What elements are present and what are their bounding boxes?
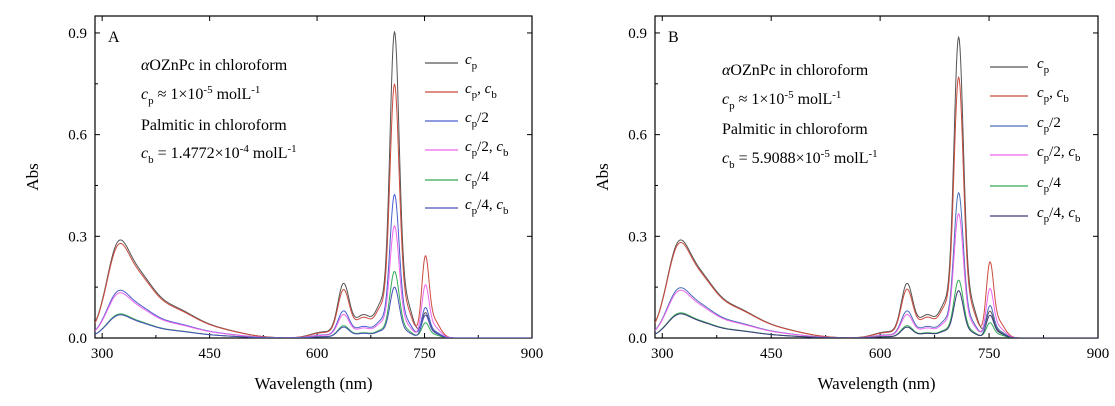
series-line-6: [95, 286, 532, 338]
legend-label: cp/4, cb: [1037, 205, 1081, 225]
legend-label: cp/2: [465, 110, 489, 130]
x-axis-title: Wavelength (nm): [254, 374, 372, 393]
legend: cp cp, cb cp/2 cp/2, cb cp/4 cp/4, cb: [990, 56, 1081, 225]
panel-a: 300 450 600 750 900 0.0 0.3 0.6 0.9 Wavelength (n…: [23, 15, 544, 393]
legend-label: cp/4: [465, 169, 489, 189]
legend-label: cp/2: [1037, 115, 1061, 135]
annotation-line: cb = 1.4772×10-4 molL-1: [141, 143, 297, 166]
legend-label: cp: [1037, 56, 1050, 76]
x-tick-label: 900: [521, 346, 544, 362]
series-line-6: [655, 290, 1098, 338]
annotation-line: cp ≈ 1×10-5 molL-1: [141, 84, 260, 107]
y-tick-label: 0.9: [68, 26, 87, 42]
y-tick-label: 0.9: [628, 26, 647, 42]
x-tick-label: 600: [869, 346, 892, 362]
annotation-line: cp ≈ 1×10-5 molL-1: [722, 89, 841, 112]
plot-frame: [654, 15, 1099, 339]
x-tick-label: 750: [413, 346, 436, 362]
legend-label: cp, cb: [1037, 85, 1069, 105]
annotation-line: Palmitic in chloroform: [722, 121, 868, 138]
legend-label: cp/4: [1037, 175, 1061, 195]
x-tick-label: 600: [306, 346, 329, 362]
y-tick-label: 0.3: [628, 229, 647, 245]
annotation-line: cb = 5.9088×10-5 molL-1: [722, 148, 878, 171]
series-group: [655, 36, 1098, 338]
series-group: [95, 31, 532, 338]
y-tick-label: 0.0: [628, 331, 647, 347]
x-tick-label: 300: [91, 346, 114, 362]
legend-label: cp, cb: [465, 81, 497, 101]
x-tick-label: 450: [198, 346, 221, 362]
panel-letter: A: [108, 29, 120, 46]
annotation-line: αOZnPc in chloroform: [141, 57, 288, 74]
x-tick-label: 300: [651, 346, 674, 362]
series-line-3: [95, 193, 532, 338]
y-tick-label: 0.3: [68, 229, 87, 245]
legend-label: cp/4, cb: [465, 197, 509, 217]
x-tick-label: 750: [978, 346, 1001, 362]
x-tick-label: 900: [1087, 346, 1110, 362]
y-axis-title: Abs: [593, 163, 612, 190]
x-axis-title: Wavelength (nm): [817, 374, 935, 393]
series-line-2: [655, 76, 1098, 338]
series-line-5: [655, 279, 1098, 338]
series-line-4: [655, 213, 1098, 338]
legend-label: cp/2, cb: [465, 139, 509, 159]
x-tick-label: 450: [760, 346, 783, 362]
y-tick-label: 0.0: [68, 331, 87, 347]
legend-label: cp/2, cb: [1037, 144, 1081, 164]
annotation-line: αOZnPc in chloroform: [722, 62, 869, 79]
series-line-4: [95, 225, 532, 338]
plot-frame: [94, 15, 533, 339]
y-tick-label: 0.6: [628, 128, 647, 144]
annotation-line: Palmitic in chloroform: [141, 117, 287, 134]
series-line-3: [655, 192, 1098, 338]
panel-b: 300 450 600 750 900 0.0 0.3 0.6 0.9 Wavelength (n…: [593, 15, 1110, 393]
series-line-1: [655, 36, 1098, 338]
panel-letter: B: [668, 29, 679, 46]
legend-label: cp: [465, 52, 478, 72]
legend: cp cp, cb cp/2 cp/2, cb cp/4 cp/4, cb: [425, 52, 509, 217]
y-tick-label: 0.6: [68, 128, 87, 144]
y-axis-title: Abs: [23, 163, 42, 190]
